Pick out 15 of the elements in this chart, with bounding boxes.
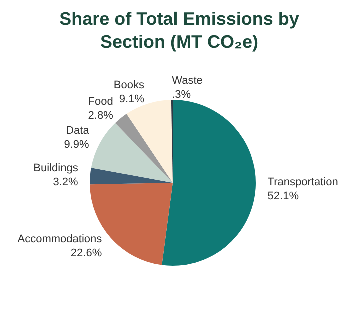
- slice-label: Food: [88, 96, 114, 108]
- slice-label: Buildings: [34, 162, 79, 174]
- data-label: 52.1%: [268, 190, 300, 202]
- slice-label: Books: [114, 79, 145, 92]
- data-label: .3%: [172, 89, 192, 102]
- slice-label: Transportation: [268, 176, 338, 188]
- data-label: 3.2%: [53, 176, 79, 188]
- slice-label: Waste: [172, 75, 203, 88]
- data-label: 22.6%: [70, 247, 102, 260]
- data-label: 9.1%: [119, 93, 145, 106]
- slice-label: Accommodations: [18, 233, 103, 246]
- slice-label: Data: [66, 125, 90, 138]
- chart-title: Share of Total Emissions by Section (MT CO₂e): [58, 8, 300, 54]
- data-label: 2.8%: [88, 110, 114, 122]
- data-label: 9.9%: [64, 139, 90, 152]
